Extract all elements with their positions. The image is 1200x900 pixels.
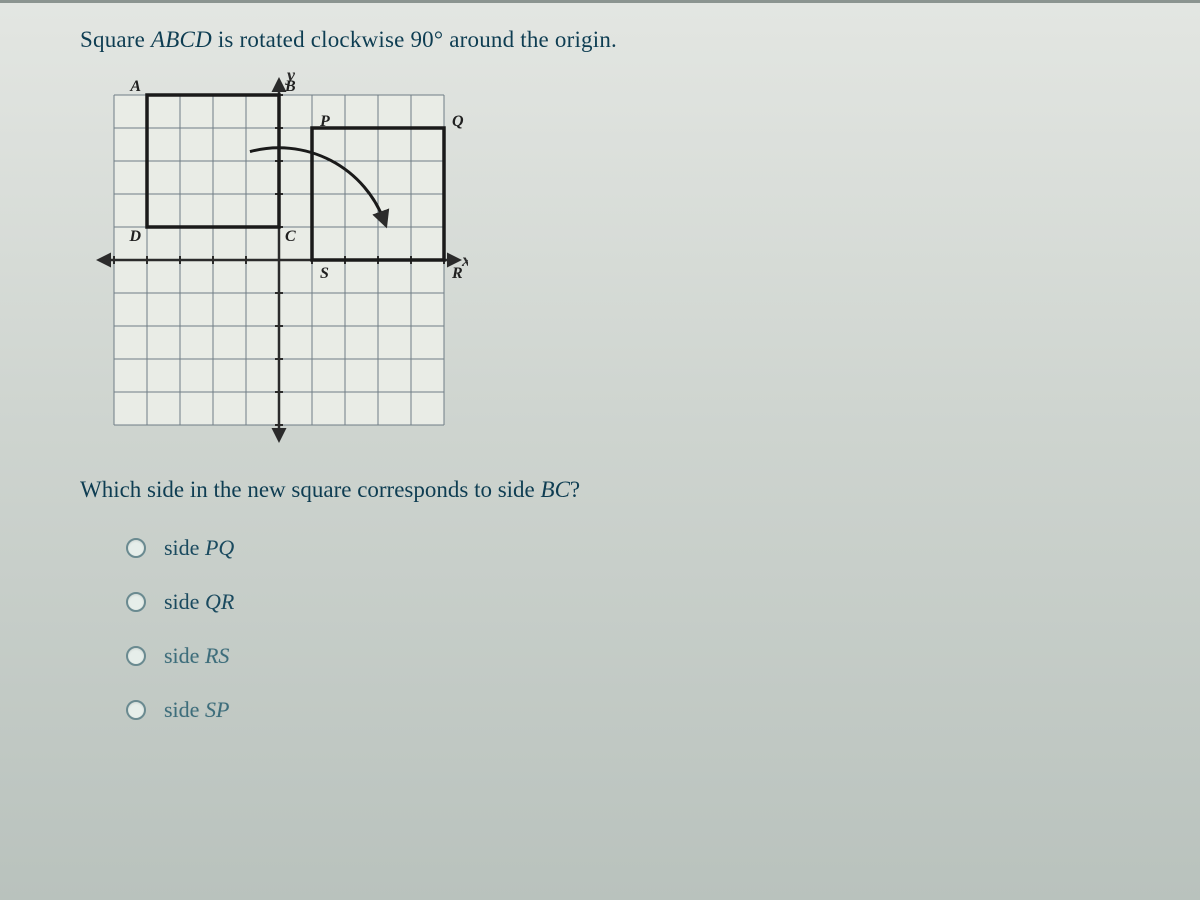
q-suffix: around the origin.	[443, 27, 617, 52]
option-label: side SP	[164, 697, 229, 723]
svg-text:A: A	[129, 78, 141, 95]
svg-text:Q: Q	[452, 113, 464, 130]
radio-icon	[126, 592, 146, 612]
option-rs[interactable]: side RS	[126, 643, 1130, 669]
svg-text:D: D	[128, 228, 141, 245]
q-mid: is rotated clockwise	[212, 27, 411, 52]
question-text: Square ABCD is rotated clockwise 90° aro…	[80, 27, 1130, 53]
option-sp[interactable]: side SP	[126, 697, 1130, 723]
q-square: ABCD	[151, 27, 212, 52]
option-pq[interactable]: side PQ	[126, 535, 1130, 561]
option-label: side QR	[164, 589, 234, 615]
option-qr[interactable]: side QR	[126, 589, 1130, 615]
radio-icon	[126, 700, 146, 720]
svg-text:S: S	[320, 265, 329, 282]
follow-up-question: Which side in the new square corresponds…	[80, 477, 1130, 503]
option-label: side PQ	[164, 535, 234, 561]
radio-icon	[126, 538, 146, 558]
q-angle: 90°	[410, 27, 443, 52]
svg-text:C: C	[285, 228, 296, 245]
follow-suffix: ?	[570, 477, 580, 502]
follow-prefix: Which side in the new square corresponds…	[80, 477, 541, 502]
follow-side: BC	[541, 477, 570, 502]
coordinate-graph: xyABCDPQRS	[90, 71, 510, 449]
svg-text:B: B	[284, 78, 296, 95]
radio-icon	[126, 646, 146, 666]
svg-text:P: P	[319, 113, 330, 130]
graph-svg: xyABCDPQRS	[90, 71, 468, 449]
options-list: side PQ side QR side RS side SP	[126, 535, 1130, 723]
svg-text:R: R	[451, 265, 463, 282]
q-prefix: Square	[80, 27, 151, 52]
option-label: side RS	[164, 643, 229, 669]
